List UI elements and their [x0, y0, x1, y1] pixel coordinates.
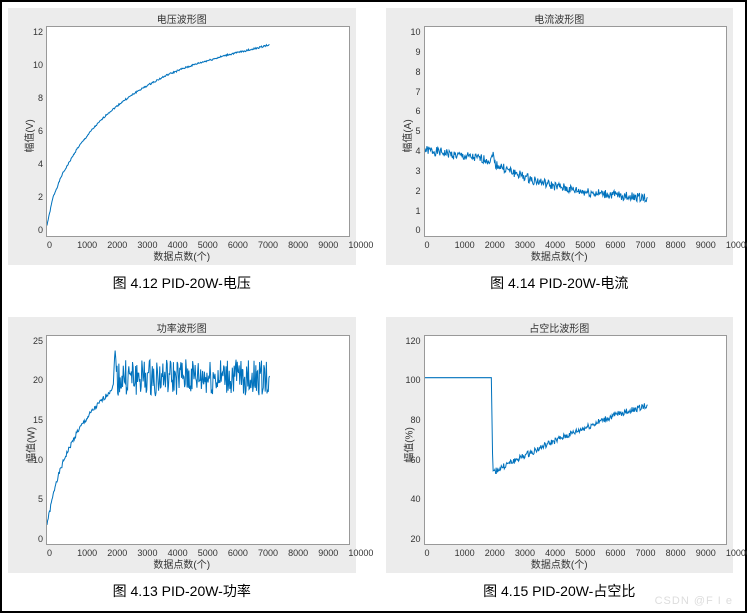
cell-duty: 占空比波形图 幅值(%) 数据点数(个) 12010080604020 0100… — [386, 317, 734, 606]
figure-caption: 图 4.15 PID-20W-占空比 — [483, 581, 635, 601]
chart-current: 电流波形图 幅值(A) 数据点数(个) 109876543210 0100020… — [386, 8, 734, 265]
y-ticks: 121086420 — [19, 27, 43, 236]
cell-voltage: 电压波形图 幅值(V) 数据点数(个) 121086420 0100020003… — [8, 8, 356, 297]
plot-area: 12010080604020 0100020003000400050006000… — [424, 335, 728, 546]
chart-title: 占空比波形图 — [529, 320, 589, 335]
plot-area: 109876543210 010002000300040005000600070… — [424, 26, 728, 237]
chart-grid: 电压波形图 幅值(V) 数据点数(个) 121086420 0100020003… — [2, 2, 745, 611]
line-svg — [425, 27, 727, 236]
chart-title: 功率波形图 — [157, 320, 207, 335]
x-axis-label: 数据点数(个) — [153, 556, 210, 571]
x-axis-label: 数据点数(个) — [531, 248, 588, 263]
figure-caption: 图 4.12 PID-20W-电压 — [113, 273, 251, 293]
chart-voltage: 电压波形图 幅值(V) 数据点数(个) 121086420 0100020003… — [8, 8, 356, 265]
x-axis-label: 数据点数(个) — [153, 248, 210, 263]
x-ticks: 0100020003000400050006000700080009000100… — [47, 240, 349, 250]
x-axis-label: 数据点数(个) — [531, 556, 588, 571]
cell-power: 功率波形图 幅值(W) 数据点数(个) 2520151050 010002000… — [8, 317, 356, 606]
chart-power: 功率波形图 幅值(W) 数据点数(个) 2520151050 010002000… — [8, 317, 356, 574]
cell-current: 电流波形图 幅值(A) 数据点数(个) 109876543210 0100020… — [386, 8, 734, 297]
chart-duty: 占空比波形图 幅值(%) 数据点数(个) 12010080604020 0100… — [386, 317, 734, 574]
watermark-text: CSDN @F I e — [655, 595, 733, 607]
line-svg — [47, 27, 349, 236]
y-ticks: 109876543210 — [397, 27, 421, 236]
chart-title: 电流波形图 — [534, 11, 584, 26]
plot-area: 2520151050 01000200030004000500060007000… — [46, 335, 350, 546]
x-ticks: 0100020003000400050006000700080009000100… — [425, 240, 727, 250]
plot-area: 121086420 010002000300040005000600070008… — [46, 26, 350, 237]
chart-title: 电压波形图 — [157, 11, 207, 26]
figure-caption: 图 4.13 PID-20W-功率 — [113, 581, 251, 601]
x-ticks: 0100020003000400050006000700080009000100… — [47, 548, 349, 558]
x-ticks: 0100020003000400050006000700080009000100… — [425, 548, 727, 558]
line-svg — [47, 336, 349, 545]
figure-caption: 图 4.14 PID-20W-电流 — [490, 273, 628, 293]
y-ticks: 12010080604020 — [397, 336, 421, 545]
line-svg — [425, 336, 727, 545]
y-ticks: 2520151050 — [19, 336, 43, 545]
